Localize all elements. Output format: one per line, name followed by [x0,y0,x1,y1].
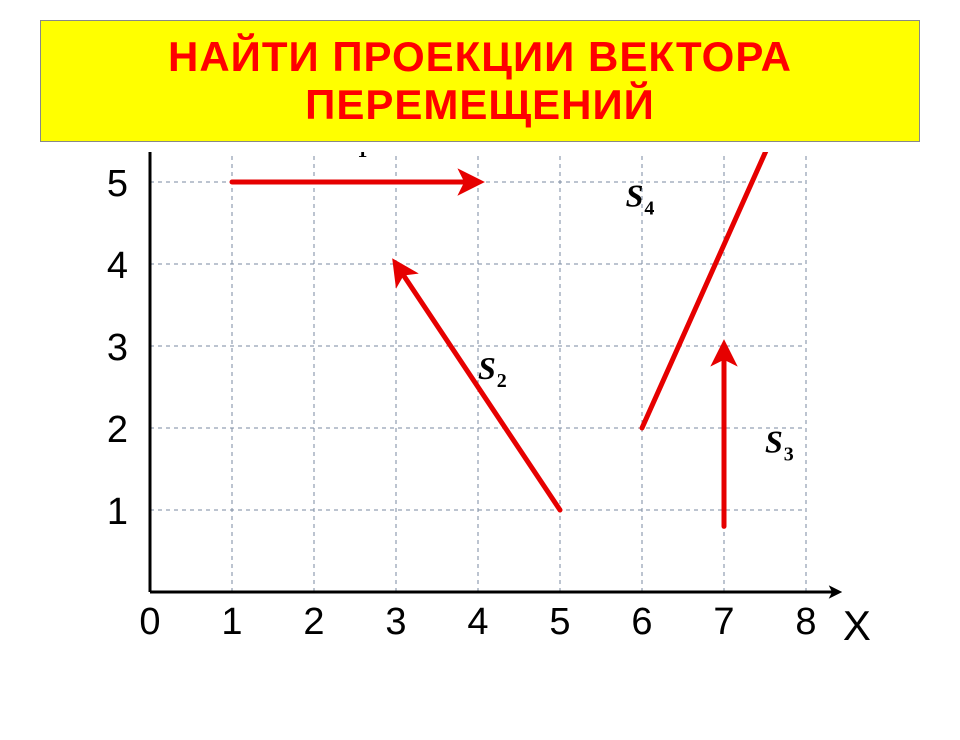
y-tick-label: 3 [107,327,128,369]
vector-label-s1: S1 [339,152,368,162]
y-tick-label: 5 [107,163,128,205]
y-tick-label: 2 [107,409,128,451]
vector-label-s2: S2 [478,350,507,392]
y-tick-label: 4 [107,245,128,287]
title-line-1: НАЙТИ ПРОЕКЦИИ ВЕКТОРА [49,33,911,81]
vector-label-s4: S4 [626,178,655,220]
x-axis-label: X [843,602,871,649]
vector-chart: 01234567812345YXS1S2S3S4 [60,152,900,672]
title-banner: НАЙТИ ПРОЕКЦИИ ВЕКТОРА ПЕРЕМЕЩЕНИЙ [40,20,920,142]
vector-s4 [642,152,781,428]
x-tick-label: 7 [713,601,734,643]
title-line-2: ПЕРЕМЕЩЕНИЙ [49,81,911,129]
x-tick-label: 4 [467,601,488,643]
x-tick-label: 2 [303,601,324,643]
x-tick-label: 1 [221,601,242,643]
x-tick-label: 0 [139,601,160,643]
x-tick-label: 5 [549,601,570,643]
y-tick-label: 1 [107,491,128,533]
x-tick-label: 3 [385,601,406,643]
vector-label-s3: S3 [765,424,794,466]
x-tick-label: 8 [795,601,816,643]
x-tick-label: 6 [631,601,652,643]
